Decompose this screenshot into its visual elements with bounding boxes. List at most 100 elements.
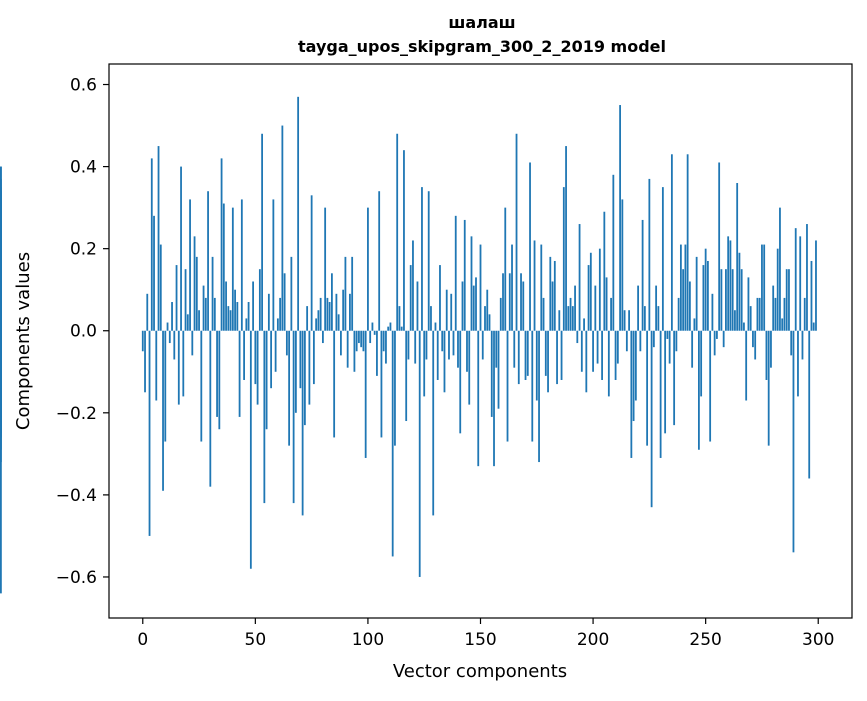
bar	[349, 293, 351, 331]
bar	[175, 265, 178, 331]
bar	[529, 162, 531, 331]
bar	[168, 330, 171, 344]
bar	[249, 330, 252, 569]
bar	[594, 285, 597, 331]
bar	[335, 293, 338, 331]
bar	[567, 306, 570, 331]
bar	[141, 330, 144, 352]
bar	[186, 314, 189, 331]
bar	[382, 330, 385, 352]
bar	[301, 330, 304, 516]
bar	[227, 306, 230, 331]
bar	[340, 330, 342, 356]
bar	[797, 330, 799, 397]
bar	[806, 224, 808, 331]
bar	[749, 306, 752, 331]
bar	[506, 330, 509, 442]
bar	[632, 330, 635, 422]
bar	[547, 330, 549, 393]
bar	[376, 330, 378, 376]
y-axis-label: Components values	[13, 252, 34, 430]
bar	[150, 158, 153, 331]
bar	[535, 330, 538, 401]
bar	[592, 330, 594, 372]
bar	[414, 330, 417, 364]
bar	[306, 306, 309, 331]
bar	[569, 297, 572, 331]
bar	[743, 322, 745, 331]
bar	[247, 302, 250, 331]
x-axis: 0 50 100 150 200 250 300	[137, 618, 834, 650]
bar	[337, 314, 340, 331]
x-tick-label: 50	[245, 630, 267, 650]
bar	[434, 322, 437, 331]
y-tick-label: −0.2	[56, 404, 97, 424]
bar	[191, 330, 194, 356]
bar	[515, 133, 518, 331]
bar	[344, 256, 347, 331]
x-tick-label: 0	[137, 630, 148, 650]
bar	[423, 330, 426, 397]
bar	[470, 236, 473, 331]
bar	[722, 330, 725, 348]
x-axis-label: Vector components	[393, 661, 567, 682]
bar	[513, 330, 516, 368]
bar	[718, 162, 721, 331]
bar	[450, 293, 453, 331]
bar	[432, 330, 435, 516]
bar	[292, 330, 295, 504]
bar	[342, 289, 345, 331]
bar	[285, 330, 288, 356]
bar	[779, 207, 781, 331]
bar	[267, 293, 270, 331]
bar	[430, 306, 432, 331]
bar	[657, 306, 660, 331]
bar	[650, 330, 653, 508]
bar	[560, 330, 563, 380]
bar	[589, 252, 592, 331]
bar	[180, 166, 182, 331]
plot-frame	[108, 63, 853, 619]
bar	[310, 195, 313, 331]
bar	[164, 330, 167, 442]
bar	[761, 244, 763, 331]
bar	[254, 330, 257, 385]
bar	[747, 277, 750, 331]
bar	[162, 330, 164, 491]
bar	[243, 330, 245, 380]
bar	[281, 125, 284, 331]
bar	[459, 330, 462, 434]
bar	[407, 330, 410, 360]
bar	[504, 207, 507, 331]
bar	[641, 219, 644, 331]
bar	[729, 240, 732, 331]
bar	[211, 256, 214, 331]
bar	[542, 297, 545, 331]
bar	[558, 310, 561, 331]
bar	[574, 285, 576, 331]
bar	[774, 297, 777, 331]
bar	[252, 281, 254, 331]
x-tick-label: 150	[464, 630, 496, 650]
bar	[517, 330, 520, 385]
bar	[511, 244, 513, 331]
bar	[691, 330, 694, 368]
bar	[472, 285, 475, 331]
bar	[707, 260, 709, 331]
bar	[240, 199, 243, 331]
bar	[619, 105, 621, 331]
bar	[245, 318, 248, 331]
bar	[700, 330, 703, 397]
bar	[763, 244, 766, 331]
bar	[788, 269, 790, 331]
bar	[153, 215, 155, 331]
bar	[576, 330, 579, 344]
bar	[614, 330, 617, 380]
bar	[639, 330, 642, 352]
bar	[279, 297, 282, 331]
bar	[767, 330, 770, 446]
bar	[754, 330, 757, 360]
bar	[373, 330, 376, 335]
bar	[166, 322, 169, 331]
bar	[481, 330, 484, 360]
